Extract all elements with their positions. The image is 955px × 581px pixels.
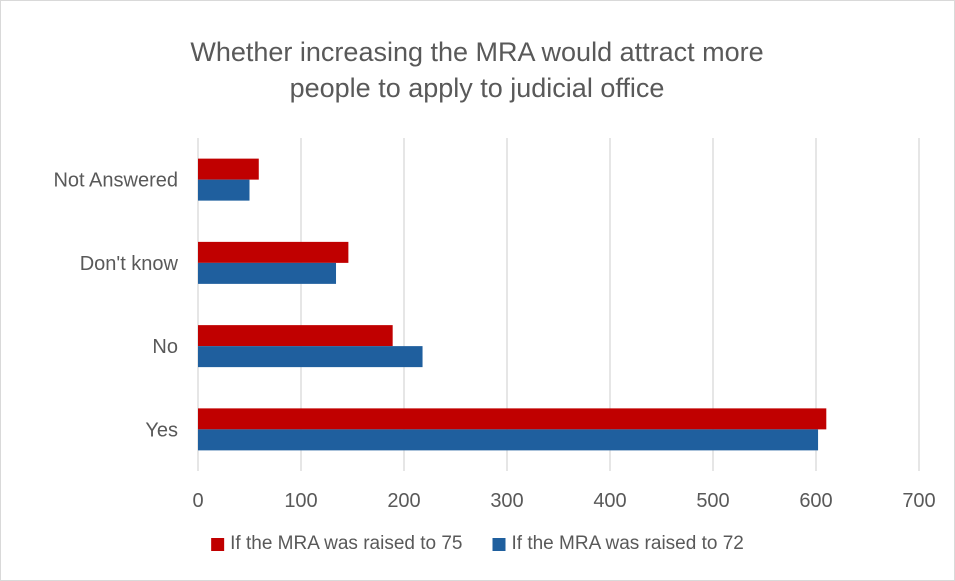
chart-title-line-1: Whether increasing the MRA would attract…: [190, 37, 763, 67]
bar-series-1-no: [198, 325, 393, 347]
legend-swatch-1: [211, 538, 225, 551]
x-tick-label-1: 100: [284, 490, 317, 512]
legend-label-1: If the MRA was raised to 75: [230, 533, 462, 554]
x-tick-label-0: 0: [192, 490, 203, 512]
x-tick-label-3: 300: [490, 490, 523, 512]
bar-series-2-yes: [198, 429, 819, 451]
legend-item-2: If the MRA was raised to 72: [492, 533, 744, 554]
category-label-don-t-know: Don't know: [80, 253, 179, 275]
x-tick-label-4: 400: [593, 490, 626, 512]
legend: If the MRA was raised to 75 If the MRA wa…: [211, 533, 744, 554]
legend-item-1: If the MRA was raised to 75: [211, 533, 463, 554]
bar-series-1-yes: [198, 408, 827, 430]
gridlines: [197, 138, 920, 471]
bar-series-1-don-t-know: [198, 241, 349, 263]
legend-swatch-2: [492, 538, 506, 551]
x-tick-label-2: 200: [387, 490, 420, 512]
bars: [198, 158, 827, 451]
category-label-yes: Yes: [145, 419, 178, 441]
x-tick-label-7: 700: [902, 490, 935, 512]
x-tick-label-6: 600: [799, 490, 832, 512]
category-label-no: No: [152, 336, 178, 358]
category-label-not-answered: Not Answered: [53, 170, 178, 192]
x-tick-label-5: 500: [696, 490, 729, 512]
category-labels: Not Answered Don't know No Yes: [53, 170, 178, 442]
x-axis-tick-labels: 0 100 200 300 400 500 600 700: [192, 490, 935, 512]
bar-series-1-not-answered: [198, 158, 259, 180]
bar-series-2-not-answered: [198, 179, 250, 201]
bar-series-2-no: [198, 346, 423, 368]
chart-title-line-2: people to apply to judicial office: [290, 73, 665, 103]
legend-label-2: If the MRA was raised to 72: [512, 533, 744, 554]
bar-series-2-don-t-know: [198, 262, 337, 284]
chart-title: Whether increasing the MRA would attract…: [190, 37, 763, 103]
